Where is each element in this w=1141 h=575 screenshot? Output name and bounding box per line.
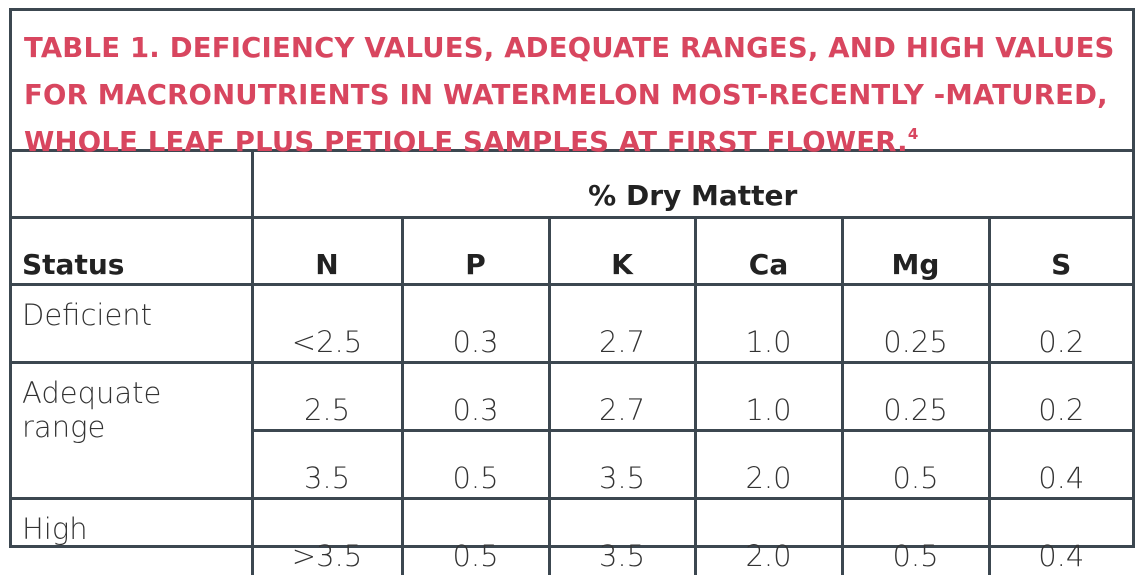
value-cell: 0.5 — [842, 499, 989, 575]
title-footnote: 4 — [908, 125, 919, 143]
value-cell: 0.2 — [989, 363, 1132, 431]
value-cell: 0.5 — [402, 431, 549, 499]
status-cell: High — [12, 499, 252, 575]
value-cell: 0.4 — [989, 431, 1132, 499]
page: TABLE 1. DEFICIENCY VALUES, ADEQUATE RAN… — [0, 0, 1141, 555]
value-cell: 2.5 — [252, 363, 402, 431]
value-cell: 2.7 — [549, 285, 695, 363]
column-header: N — [252, 218, 402, 285]
title-text: TABLE 1. DEFICIENCY VALUES, ADEQUATE RAN… — [24, 32, 1115, 158]
value-cell: 0.2 — [989, 285, 1132, 363]
value-cell: 1.0 — [695, 285, 842, 363]
value-cell: <2.5 — [252, 285, 402, 363]
column-header: Status — [12, 218, 252, 285]
value-cell: 3.5 — [549, 431, 695, 499]
value-cell: 3.5 — [252, 431, 402, 499]
column-header: P — [402, 218, 549, 285]
value-cell: 0.3 — [402, 363, 549, 431]
status-cell: Deficient — [12, 285, 252, 363]
value-cell: 3.5 — [549, 499, 695, 575]
value-cell: 1.0 — [695, 363, 842, 431]
table-title: TABLE 1. DEFICIENCY VALUES, ADEQUATE RAN… — [12, 11, 1132, 152]
value-cell: 0.4 — [989, 499, 1132, 575]
value-cell: 2.0 — [695, 499, 842, 575]
value-cell: 0.3 — [402, 285, 549, 363]
value-cell: 0.25 — [842, 363, 989, 431]
value-cell: >3.5 — [252, 499, 402, 575]
status-cell: Adequate range — [12, 363, 252, 499]
column-header: Ca — [695, 218, 842, 285]
column-header: S — [989, 218, 1132, 285]
value-cell: 0.25 — [842, 285, 989, 363]
value-cell: 0.5 — [402, 499, 549, 575]
value-cell: 2.7 — [549, 363, 695, 431]
column-header: K — [549, 218, 695, 285]
column-header: Mg — [842, 218, 989, 285]
value-cell: 0.5 — [842, 431, 989, 499]
table-frame: TABLE 1. DEFICIENCY VALUES, ADEQUATE RAN… — [9, 8, 1135, 548]
value-cell: 2.0 — [695, 431, 842, 499]
